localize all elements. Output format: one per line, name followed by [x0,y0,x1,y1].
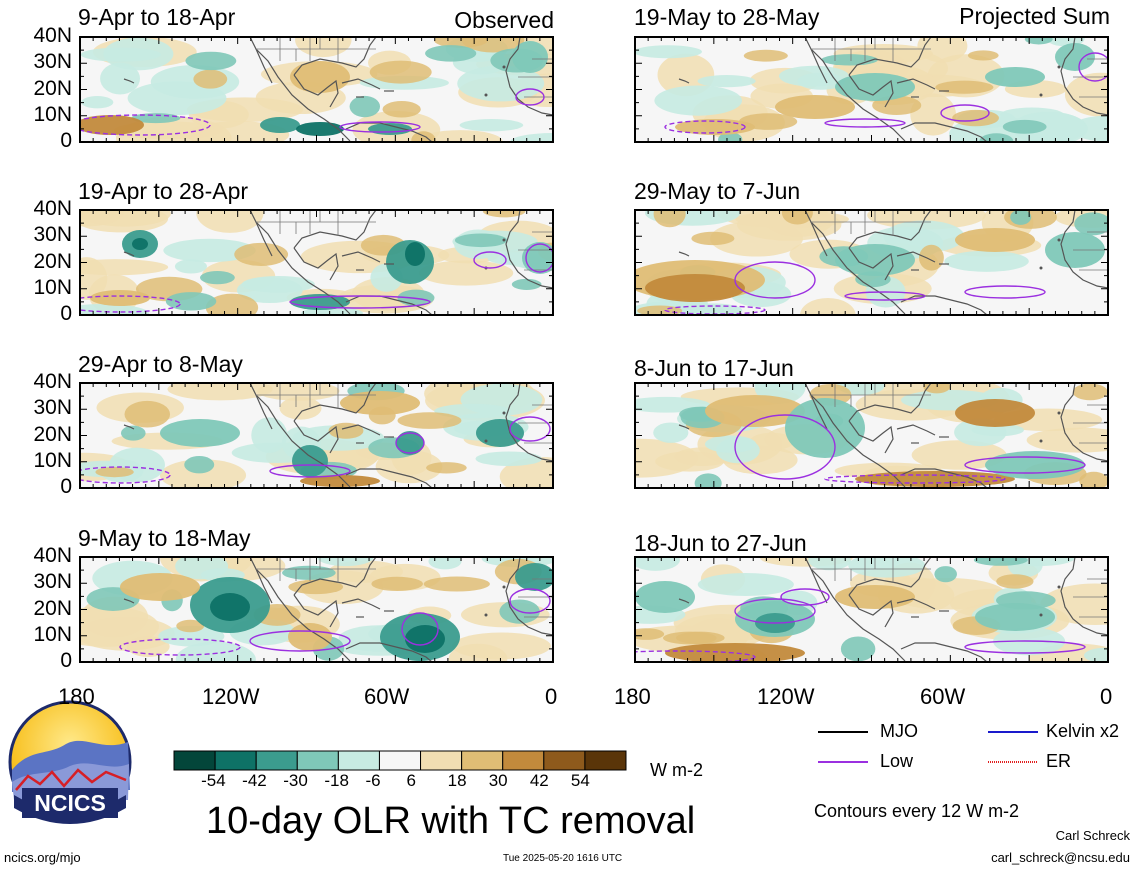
colorbar-label-6: 6 [406,771,416,790]
colorbar-units: W m-2 [650,760,703,780]
panel-title-3: 29-Apr to 8-May [78,351,243,377]
colorbar-swatch-1 [173,750,216,771]
colorbar-label-8: 30 [488,771,508,790]
lat-label-row4-10n: 10N [33,622,72,646]
colorbar-label-1: -54 [201,771,226,790]
panel-title-8: 18-Jun to 27-Jun [634,530,807,556]
map-panel-2 [79,209,554,316]
lat-label-row3-40n: 40N [33,370,72,393]
legend-label-low: Low [880,751,914,771]
map-panel-4 [79,556,554,663]
colorbar-swatch-8 [461,750,504,771]
colorbar-label-5: -6 [365,771,381,790]
site-url: ncics.org/mjo [4,850,81,865]
lon-label-left-120w: 120W [202,684,260,709]
lat-label-row2-10n: 10N [33,275,72,299]
lon-label-right-60w: 60W [920,684,966,709]
logo-text: NCICS [34,790,106,816]
colorbar-label-4: -18 [324,771,349,790]
panel-title-6: 29-May to 7-Jun [634,178,801,204]
legend-label-kelvin: Kelvin x2 [1046,721,1120,741]
colorbar-label-3: -30 [283,771,308,790]
lat-label-row4-0: 0 [60,649,72,672]
lon-label-right-0: 0 [1100,684,1113,709]
lat-label-row1-0: 0 [60,129,72,152]
colorbar-label-2: -42 [242,771,267,790]
lon-label-left-60w: 60W [364,684,410,709]
colorbar-swatch-2 [214,750,257,771]
lat-label-row4-30n: 30N [33,570,72,594]
colorbar-label-10: 54 [570,771,590,790]
panel-title-1: 9-Apr to 18-Apr [78,4,236,30]
colorbar [173,750,627,771]
panel-title-2: 19-Apr to 28-Apr [78,178,249,204]
projected-label: Projected Sum [959,3,1110,29]
map-panel-6 [634,209,1109,316]
figure-title: 10-day OLR with TC removal [206,800,696,842]
map-panel-1 [79,36,554,143]
legend-label-mjo: MJO [880,721,918,741]
lon-label-left-180: 180 [58,684,95,709]
lon-label-right-120w: 120W [757,684,815,709]
observed-label: Observed [454,7,554,33]
contours-note: Contours every 12 W m-2 [814,801,1020,821]
lat-label-row3-10n: 10N [33,448,72,472]
colorbar-swatch-6 [378,750,422,771]
colorbar-label-7: 18 [447,771,467,790]
panel-title-5: 19-May to 28-May [634,4,820,30]
lat-label-row1-40n: 40N [33,24,72,47]
lat-label-row2-20n: 20N [33,249,72,273]
colorbar-swatch-11 [584,750,627,771]
colorbar-swatch-9 [502,750,545,771]
lat-label-row4-40n: 40N [33,544,72,567]
map-panel-3 [79,382,554,489]
timestamp: Tue 2025-05-20 1616 UTC [503,853,623,864]
lat-label-row2-30n: 30N [33,223,72,247]
lat-label-row3-20n: 20N [33,422,72,446]
colorbar-label-9: 42 [529,771,549,790]
lat-label-row1-10n: 10N [33,102,72,126]
panel-title-4: 9-May to 18-May [78,525,251,551]
lon-label-right-180: 180 [614,684,651,709]
map-panel-8 [634,556,1109,663]
ncics-logo [8,700,132,824]
lat-label-row3-30n: 30N [33,396,72,420]
colorbar-swatch-5 [337,750,380,771]
panel-title-7: 8-Jun to 17-Jun [634,355,794,381]
author-name: Carl Schreck [1055,828,1130,843]
lon-label-left-0: 0 [545,684,558,709]
lat-label-row4-20n: 20N [33,596,72,620]
lat-label-row1-30n: 30N [33,50,72,74]
map-panel-7 [634,382,1109,489]
colorbar-swatch-7 [420,750,463,771]
lat-label-row2-40n: 40N [33,197,72,220]
colorbar-swatch-10 [543,750,586,771]
lat-label-row3-0: 0 [60,475,72,498]
legend-label-er: ER [1046,751,1072,771]
colorbar-swatch-3 [255,750,298,771]
lat-label-row1-20n: 20N [33,76,72,100]
author-email: carl_schreck@ncsu.edu [991,850,1130,865]
colorbar-swatch-4 [296,750,339,771]
map-panel-5 [634,36,1109,143]
lat-label-row2-0: 0 [60,302,72,325]
